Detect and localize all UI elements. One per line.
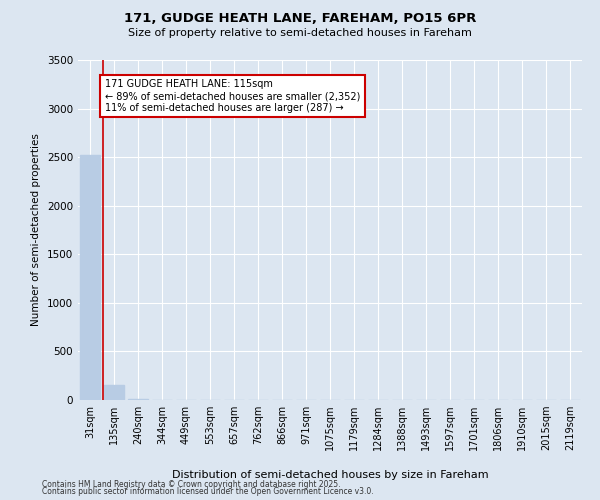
Text: Contains public sector information licensed under the Open Government Licence v3: Contains public sector information licen… (42, 487, 374, 496)
Bar (104, 386, 124, 400)
Bar (80, 155, 100, 400)
Text: Size of property relative to semi-detached houses in Fareham: Size of property relative to semi-detach… (128, 28, 472, 38)
Y-axis label: Number of semi-detached properties: Number of semi-detached properties (31, 134, 41, 326)
Text: Contains HM Land Registry data © Crown copyright and database right 2025.: Contains HM Land Registry data © Crown c… (42, 480, 341, 489)
Bar (128, 399, 148, 400)
Text: Distribution of semi-detached houses by size in Fareham: Distribution of semi-detached houses by … (172, 470, 488, 480)
Text: 171 GUDGE HEATH LANE: 115sqm
← 89% of semi-detached houses are smaller (2,352)
1: 171 GUDGE HEATH LANE: 115sqm ← 89% of se… (105, 80, 360, 112)
Text: 171, GUDGE HEATH LANE, FAREHAM, PO15 6PR: 171, GUDGE HEATH LANE, FAREHAM, PO15 6PR (124, 12, 476, 26)
